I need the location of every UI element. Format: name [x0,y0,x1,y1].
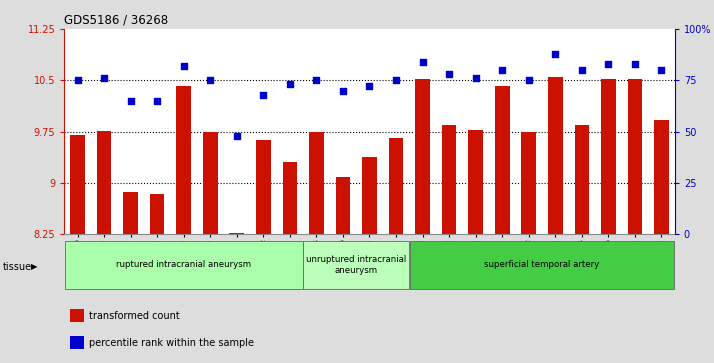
Point [550,51,561,57]
Text: ruptured intracranial aneurysm: ruptured intracranial aneurysm [116,261,251,269]
Bar [176,86,191,234]
Bar [601,79,615,234]
Bar [336,178,351,234]
Bar [548,77,563,234]
Bar [124,192,138,234]
Bar [654,120,669,234]
Point [391,77,402,83]
Text: GDS5186 / 36268: GDS5186 / 36268 [64,13,169,26]
Point [204,77,216,83]
Point [178,63,189,69]
Point [443,71,455,77]
Point [231,133,243,139]
Bar [203,132,218,234]
Point [151,98,163,104]
Bar [283,162,297,234]
Bar [71,336,84,349]
Bar [416,79,430,234]
Bar [468,130,483,234]
Bar [70,135,85,234]
Bar [309,132,323,234]
Bar [97,131,111,234]
Bar [521,132,536,234]
Bar [575,126,589,234]
Bar [256,140,271,234]
Point [629,61,640,67]
Point [576,67,588,73]
Bar [71,309,84,322]
Point [603,61,614,67]
Point [470,76,481,81]
Point [337,87,348,93]
Point [72,77,84,83]
Bar [229,233,244,234]
Text: transformed count: transformed count [89,311,180,321]
Text: unruptured intracranial
aneurysm: unruptured intracranial aneurysm [306,255,406,275]
Point [99,76,110,81]
Bar [628,79,642,234]
Bar [303,241,409,289]
Bar [64,241,303,289]
Bar [410,241,675,289]
Text: superficial temporal artery: superficial temporal artery [484,261,600,269]
Bar [362,157,377,234]
Point [417,59,428,65]
Text: percentile rank within the sample: percentile rank within the sample [89,338,254,347]
Point [258,92,269,98]
Point [125,98,136,104]
Point [655,67,667,73]
Point [496,67,508,73]
Point [363,83,376,89]
Bar [150,194,164,234]
Point [284,82,296,87]
Text: tissue: tissue [3,262,32,272]
Text: ▶: ▶ [31,262,38,271]
Bar [495,86,510,234]
Point [523,77,535,83]
Bar [442,126,456,234]
Point [311,77,322,83]
Bar [388,138,403,234]
